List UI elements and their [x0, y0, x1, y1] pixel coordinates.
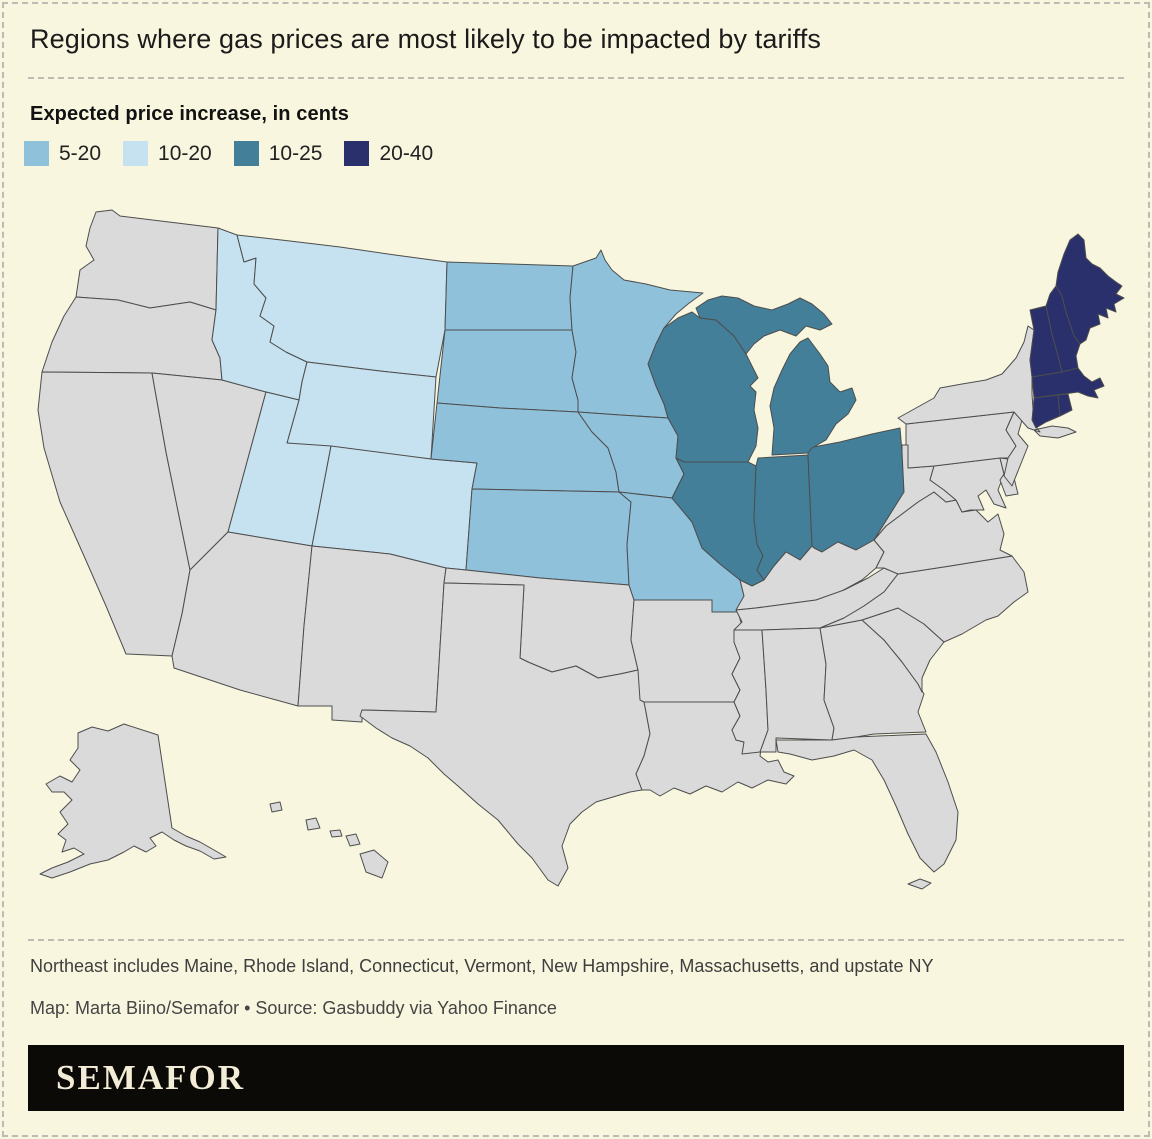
- semafor-wordmark: SEMAFOR: [56, 1058, 245, 1097]
- state-tx: [359, 582, 651, 887]
- legend-title: Expected price increase, in cents: [30, 103, 350, 125]
- legend-swatch: [344, 141, 370, 166]
- state-wa: [75, 209, 219, 311]
- legend: Expected price increase, in cents 5-20 10…: [24, 103, 455, 166]
- legend-label: 20-40: [379, 141, 434, 165]
- divider-top: [28, 77, 1124, 79]
- footnote-region-definition: Northeast includes Maine, Rhode Island, …: [30, 956, 934, 976]
- state-ak: [39, 723, 227, 879]
- state-nc: [819, 555, 1029, 643]
- legend-item: 10-20: [123, 141, 212, 166]
- semafor-logo-bar: SEMAFOR: [28, 1045, 1124, 1111]
- state-or: [41, 296, 223, 381]
- legend-label: 10-25: [268, 141, 323, 165]
- state-hi: [269, 801, 389, 879]
- state-me: [1055, 233, 1125, 345]
- state-nd: [444, 261, 574, 331]
- state-ny: [897, 325, 1077, 439]
- state-sd: [436, 329, 579, 413]
- state-ri: [1057, 393, 1073, 417]
- legend-swatch: [233, 141, 259, 166]
- state-nm: [297, 545, 447, 723]
- state-ks: [465, 488, 632, 586]
- legend-item: 20-40: [344, 141, 433, 166]
- legend-label: 5-20: [59, 141, 102, 165]
- state-nj: [1003, 411, 1029, 487]
- state-mt: [236, 234, 448, 378]
- state-ct: [1031, 394, 1061, 429]
- state-mi: [695, 295, 857, 456]
- state-fl: [775, 733, 959, 890]
- page-title: Regions where gas prices are most likely…: [30, 24, 821, 54]
- credit-source-line: Map: Marta Biino/Semafor • Source: Gasbu…: [30, 998, 557, 1018]
- divider-bottom: [28, 939, 1124, 941]
- legend-swatch: [123, 141, 149, 166]
- legend-label: 10-20: [158, 141, 212, 165]
- state-ar: [630, 599, 743, 703]
- legend-item: 10-25: [233, 141, 323, 166]
- legend-items: 5-20 10-20 10-25 20-40: [24, 141, 455, 166]
- legend-swatch: [24, 141, 49, 166]
- legend-item: 5-20: [24, 141, 101, 166]
